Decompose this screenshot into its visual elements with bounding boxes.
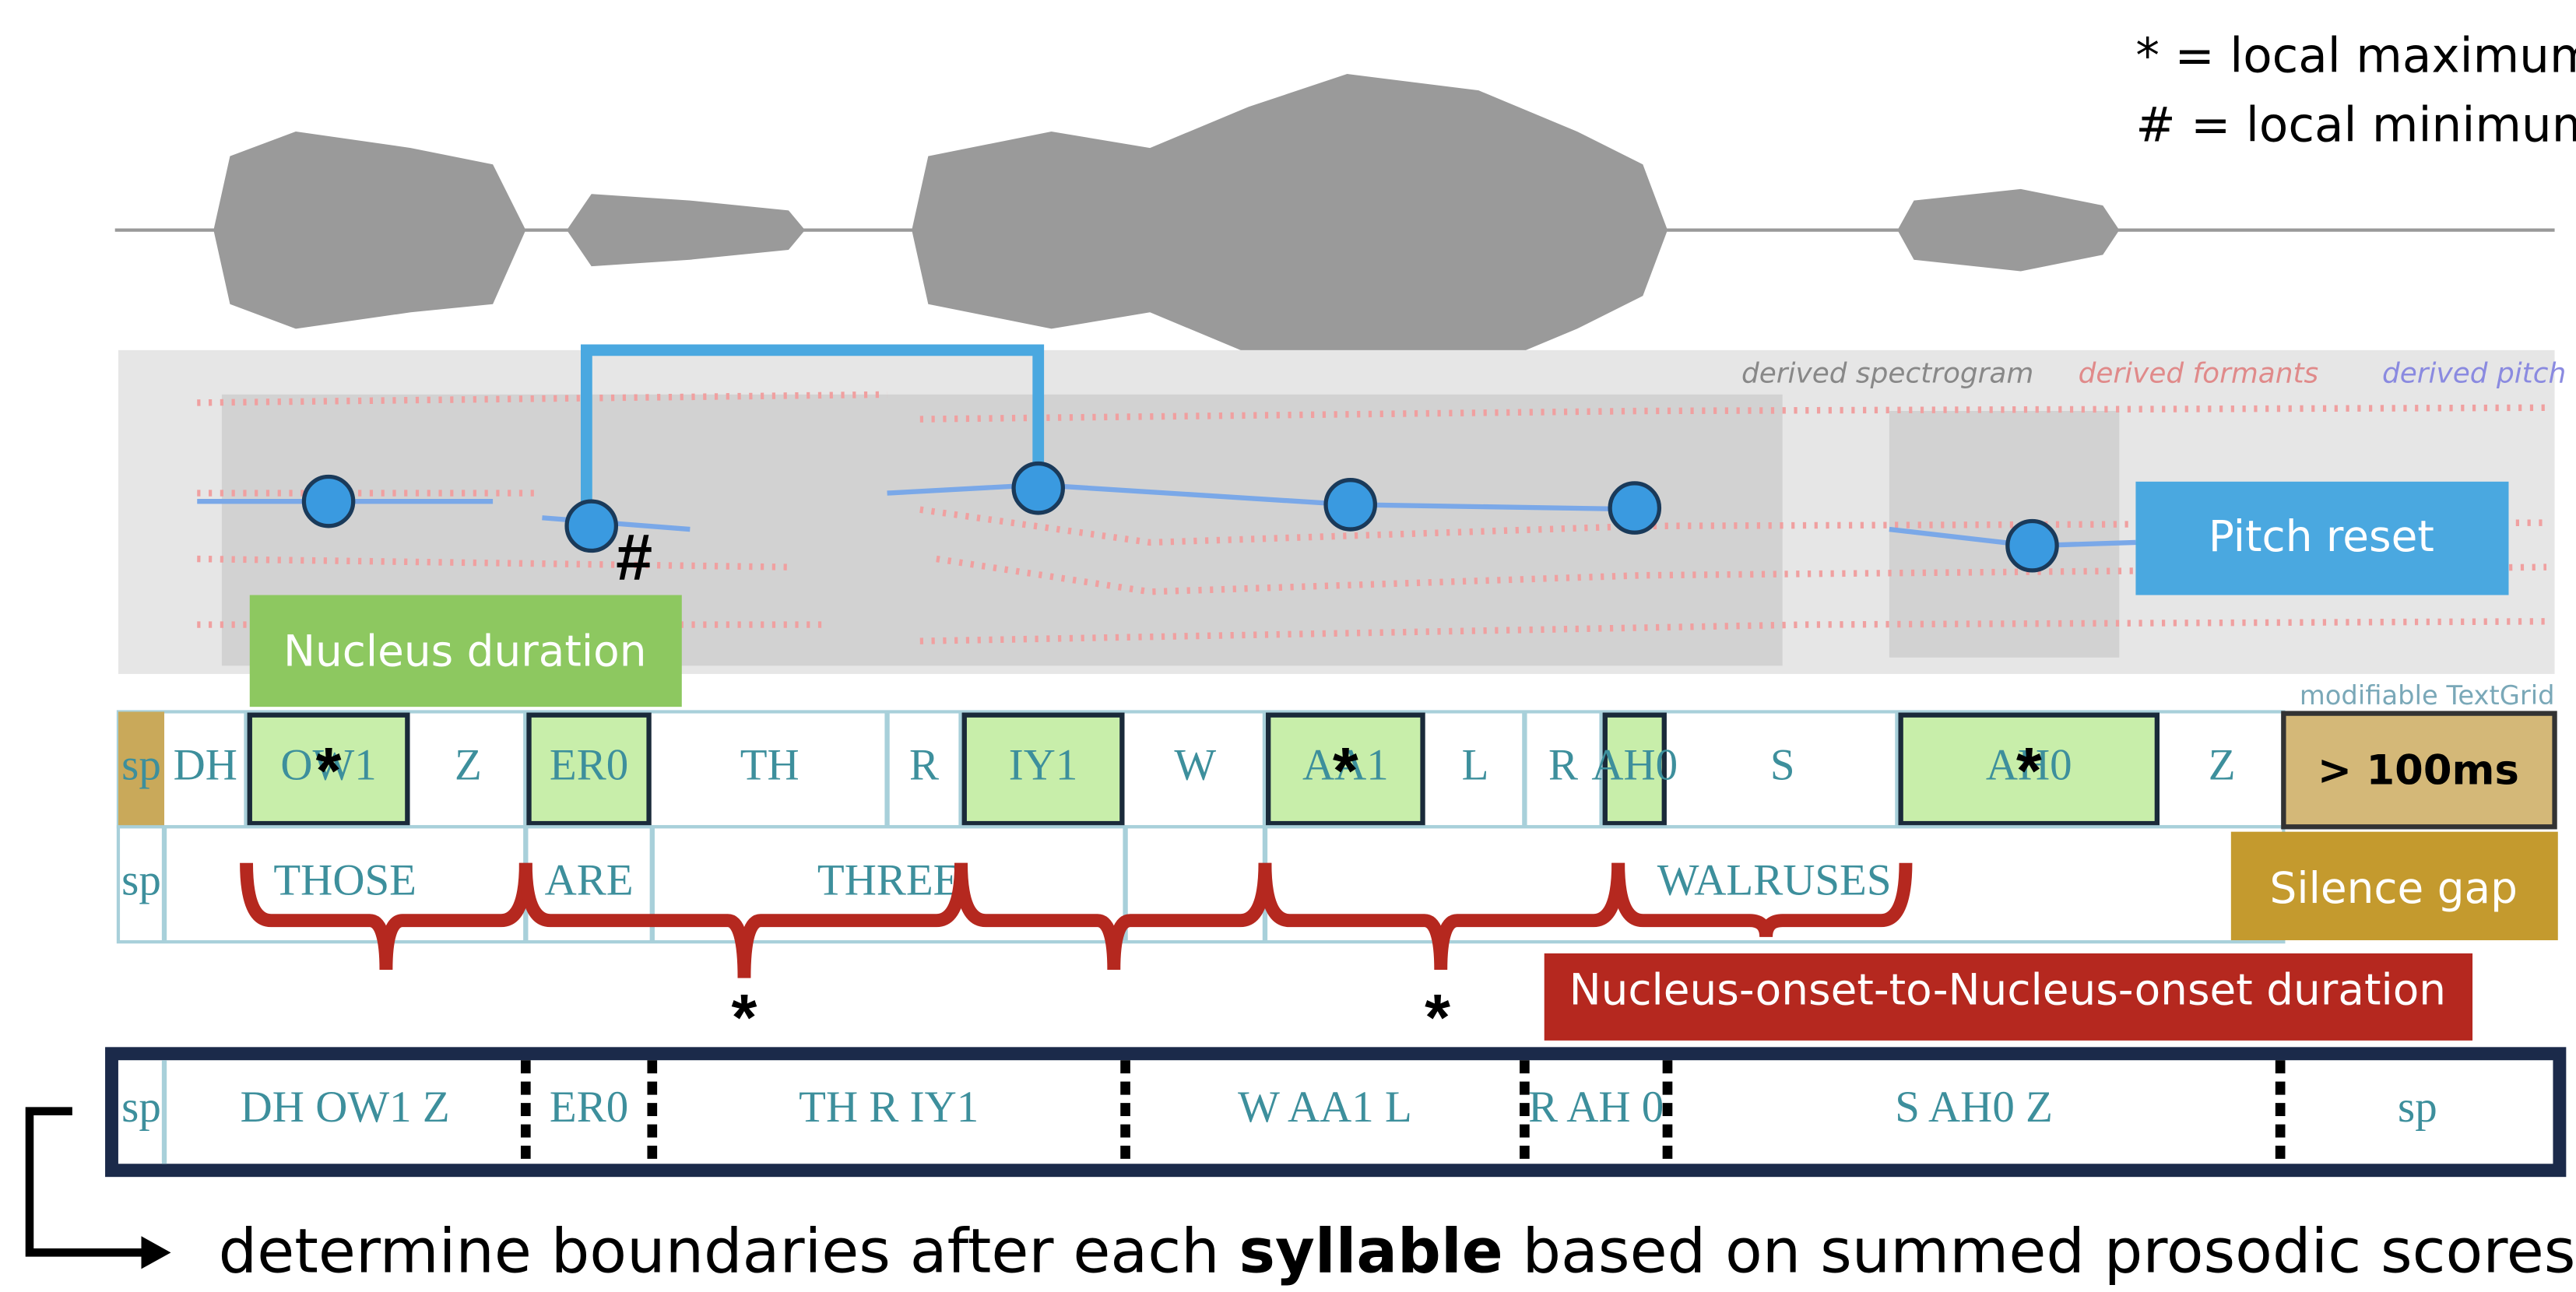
textgrid-label: modifiable TextGrid [2300, 680, 2555, 711]
silence-threshold: > 100ms [2318, 746, 2519, 794]
figure: * = local maximum # = local minimum deri… [0, 0, 2576, 1292]
legend-max: * = local maximum [2135, 29, 2576, 84]
syllable: sp [2398, 1083, 2437, 1132]
phone: TH [740, 740, 800, 789]
caption-text: based on summed prosodic scores [1522, 1217, 2575, 1287]
arrowhead [141, 1236, 170, 1269]
phone: W [1174, 740, 1216, 789]
formant-legend: derived formants [2079, 358, 2319, 390]
syllable: S AH0 Z [1895, 1083, 2053, 1132]
syllable-tier-label: sp [121, 1083, 161, 1132]
local-max: * [732, 981, 757, 1054]
nucleus-duration-label: Nucleus duration [283, 627, 647, 676]
phone: DH [174, 740, 237, 789]
nucleus-onset-label: Nucleus-onset-to-Nucleus-onset duration [1569, 965, 2446, 1015]
word: THREE [817, 855, 961, 904]
phone: Z [2209, 740, 2236, 789]
word: WALRUSES [1657, 855, 1892, 904]
phone: S [1770, 740, 1795, 789]
spectrogram-legend: derived spectrogram [1741, 358, 2033, 390]
syllable: R AH 0 [1528, 1083, 1664, 1132]
syllable: TH R IY1 [799, 1083, 979, 1132]
local-max: * [1425, 981, 1450, 1054]
silence-gap-label: Silence gap [2270, 863, 2518, 913]
local-max: * [1333, 734, 1358, 807]
phone: R [909, 740, 939, 789]
local-max: * [316, 734, 342, 807]
phone: L [1462, 740, 1489, 789]
syllable: ER0 [550, 1083, 628, 1132]
legend-min: # = local minimum [2135, 97, 2576, 153]
word: ARE [545, 855, 634, 904]
local-min: # [616, 521, 652, 594]
phone: AH0 [1591, 740, 1678, 789]
phone: IY1 [1009, 740, 1078, 789]
pitch-legend: derived pitch [2382, 358, 2566, 390]
phone: Z [455, 740, 482, 789]
phone: R [1548, 740, 1578, 789]
word: THOSE [273, 855, 416, 904]
syllable: DH OW1 Z [241, 1083, 450, 1132]
caption: determine boundaries after each syllable… [219, 1217, 2576, 1287]
word-tier-label: sp [121, 855, 161, 904]
phone-tier-label: sp [121, 740, 161, 789]
syllable: W AA1 L [1238, 1083, 1412, 1132]
phone: ER0 [550, 740, 628, 789]
local-max: * [2016, 734, 2042, 807]
pitch-reset-label: Pitch reset [2209, 511, 2434, 561]
caption-bold: syllable [1239, 1217, 1502, 1287]
caption-text: determine boundaries after each [219, 1217, 1220, 1287]
